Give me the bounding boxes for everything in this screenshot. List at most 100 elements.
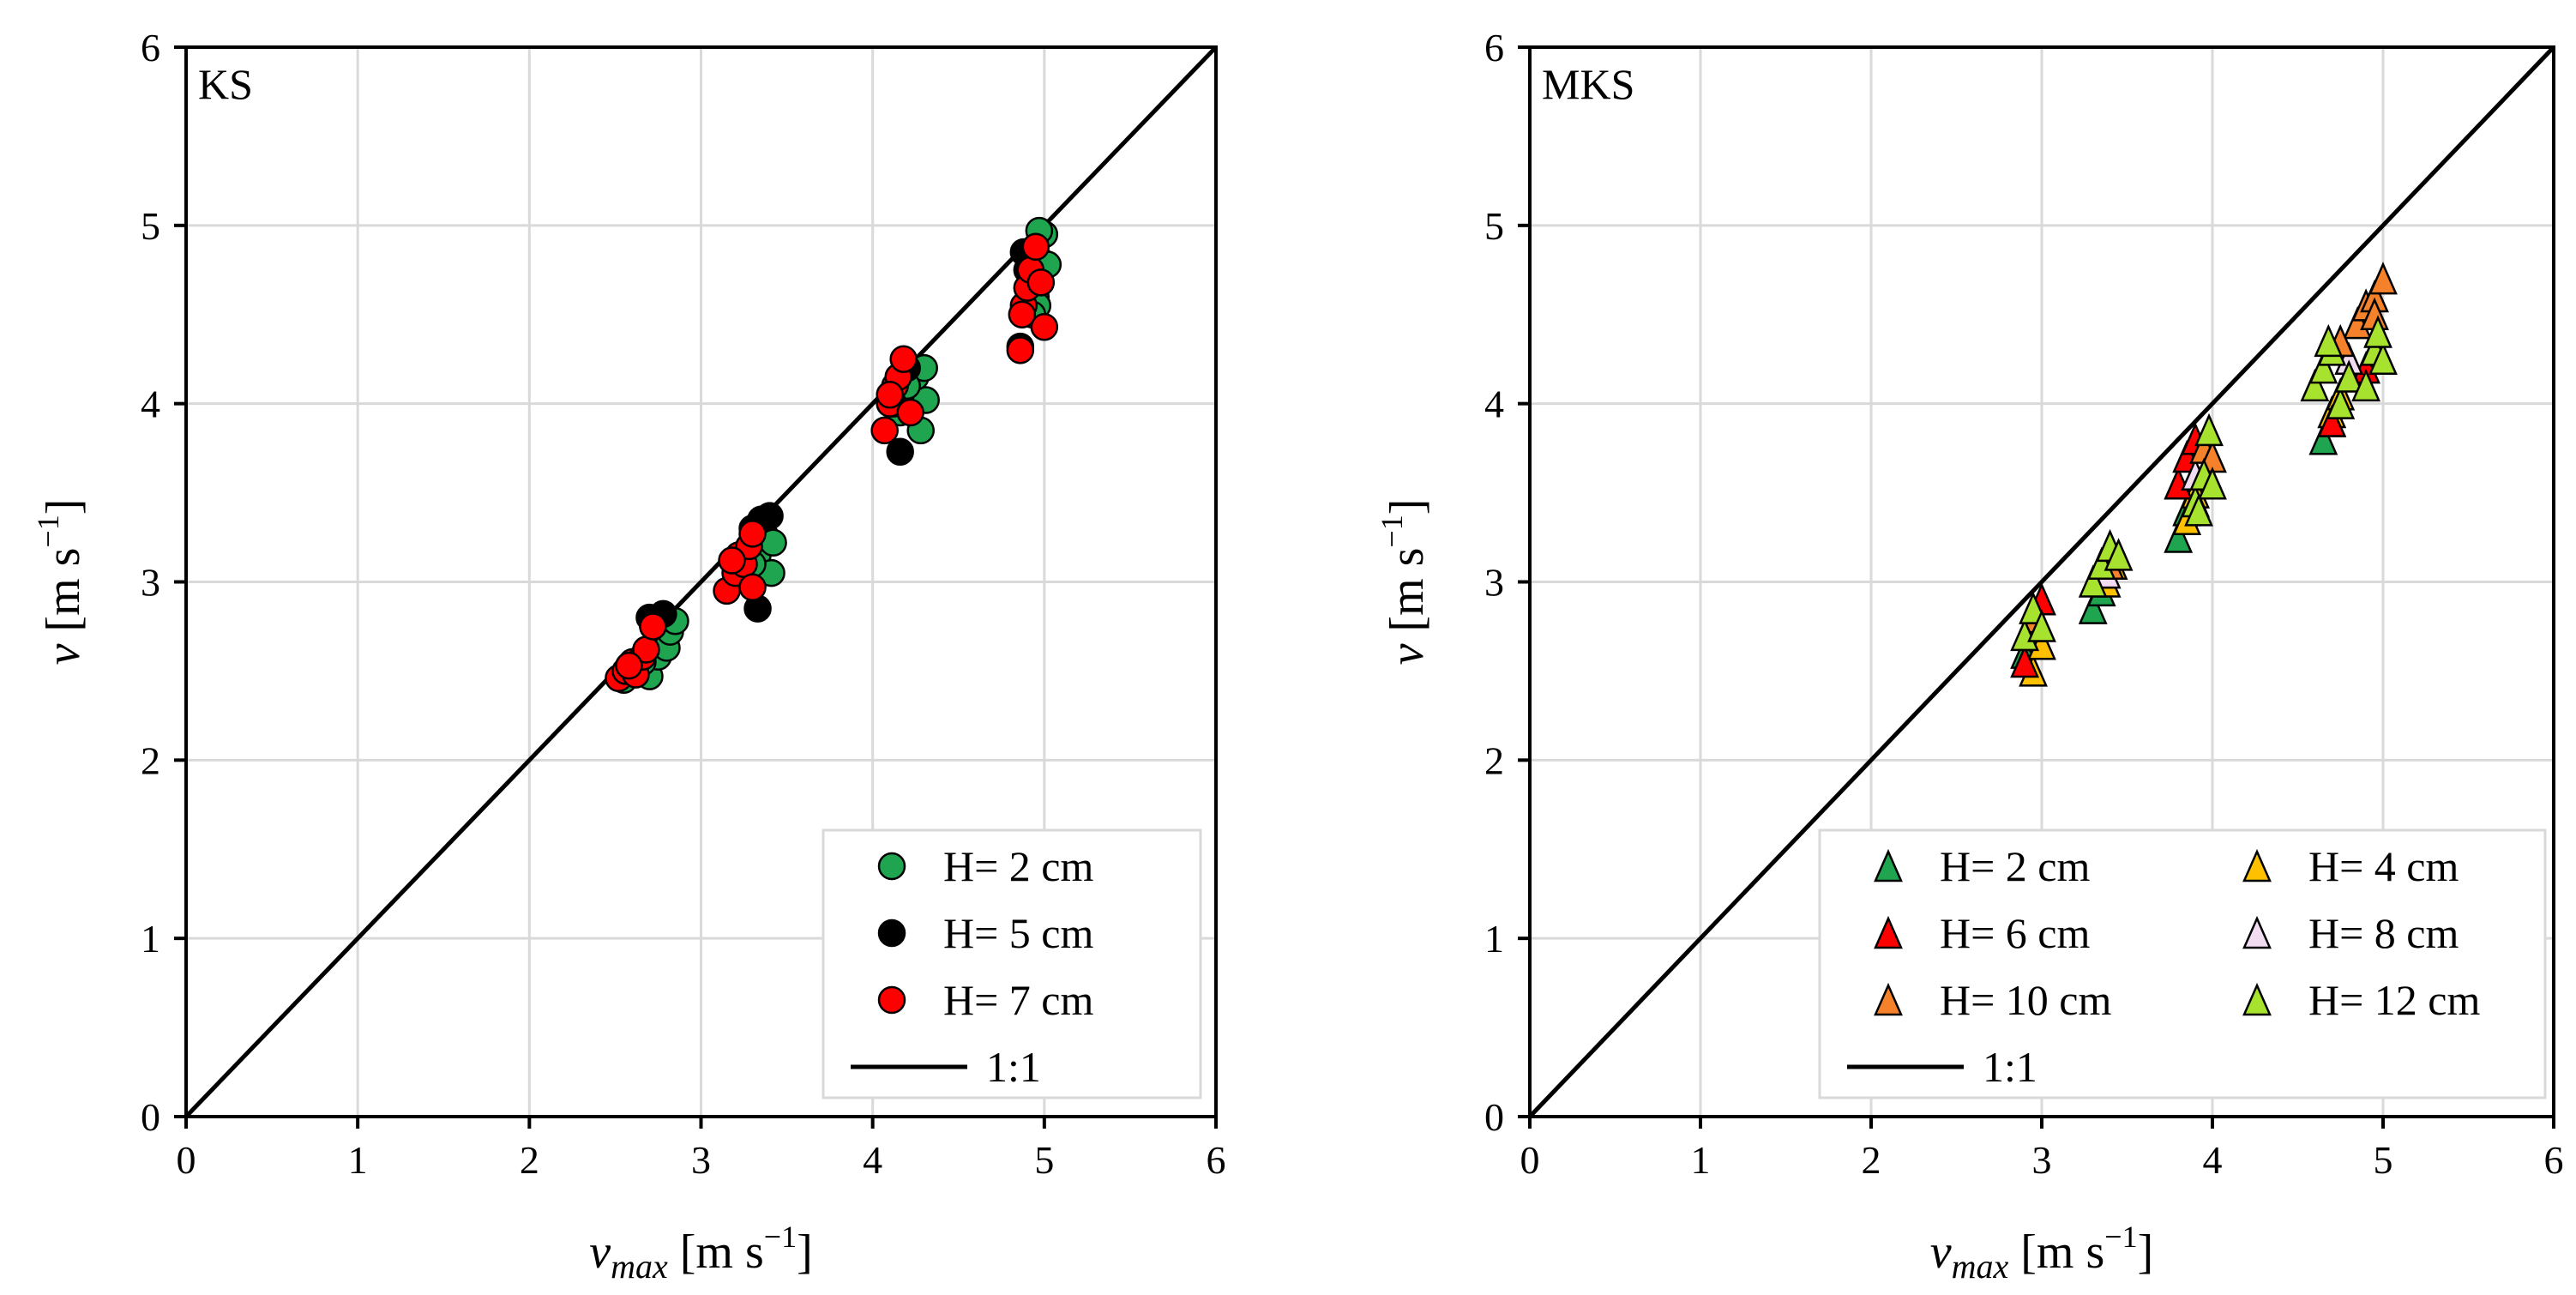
data-point bbox=[2334, 359, 2364, 393]
data-point bbox=[2317, 404, 2347, 437]
y-tick-label: 1 bbox=[141, 917, 160, 961]
x-tick-label: 3 bbox=[2032, 1138, 2052, 1182]
y-tick-label: 4 bbox=[141, 382, 160, 426]
data-point bbox=[2368, 341, 2398, 375]
x-tick-label: 2 bbox=[520, 1138, 539, 1182]
x-tick-label: 6 bbox=[1207, 1138, 1226, 1182]
x-tick-label: 2 bbox=[1862, 1138, 1881, 1182]
y-tick-label: 2 bbox=[141, 738, 160, 782]
legend-marker bbox=[877, 919, 906, 948]
legend-label: H= 7 cm bbox=[943, 976, 1093, 1024]
y-tick-label: 6 bbox=[1484, 26, 1504, 69]
legend-label: H= 4 cm bbox=[2308, 842, 2459, 890]
legend-label: H= 6 cm bbox=[1940, 909, 2090, 957]
x-tick-label: 0 bbox=[177, 1138, 196, 1182]
data-point bbox=[1030, 313, 1059, 341]
data-point bbox=[1021, 232, 1050, 262]
data-point bbox=[2078, 591, 2108, 624]
series-h-2-cm bbox=[2010, 404, 2347, 669]
data-point bbox=[2368, 262, 2398, 295]
legend-marker bbox=[2242, 915, 2272, 949]
data-point bbox=[2326, 386, 2356, 419]
x-tick-label: 4 bbox=[863, 1138, 882, 1182]
legend-marker bbox=[2242, 848, 2272, 882]
legend-box bbox=[1818, 828, 2547, 1099]
x-tick-label: 1 bbox=[1691, 1138, 1711, 1182]
y-tick-label: 4 bbox=[1484, 382, 1504, 426]
data-point bbox=[1008, 300, 1037, 328]
data-point bbox=[2078, 564, 2108, 598]
data-point bbox=[2300, 368, 2330, 402]
data-point bbox=[2363, 315, 2392, 348]
series-h-2-cm bbox=[610, 216, 1062, 695]
panel-label: KS bbox=[198, 60, 253, 108]
y-axis-title: v [m s−1] bbox=[31, 499, 90, 666]
legend-marker bbox=[1874, 915, 1903, 949]
legend-marker bbox=[1874, 982, 1903, 1016]
series-h-12-cm bbox=[2010, 315, 2398, 652]
data-point bbox=[2308, 422, 2338, 455]
series-h-10-cm bbox=[2019, 262, 2398, 634]
y-tick-label: 3 bbox=[141, 561, 160, 605]
legend: H= 2 cm H= 4 cm H= 6 cm H= 8 cm H= 10 cm H= 1… bbox=[1818, 828, 2547, 1099]
data-point bbox=[889, 345, 918, 373]
legend-label: H= 2 cm bbox=[943, 842, 1093, 890]
data-point bbox=[896, 398, 924, 427]
y-tick-label: 6 bbox=[141, 26, 160, 69]
legend-label: 1:1 bbox=[986, 1043, 1041, 1091]
x-tick-label: 5 bbox=[2374, 1138, 2393, 1182]
data-point bbox=[876, 381, 904, 409]
x-tick-label: 0 bbox=[1520, 1138, 1540, 1182]
x-tick-label: 4 bbox=[2203, 1138, 2223, 1182]
data-point bbox=[870, 416, 899, 445]
data-point bbox=[2027, 609, 2056, 642]
y-tick-label: 0 bbox=[141, 1095, 160, 1139]
legend-label: H= 5 cm bbox=[943, 909, 1093, 957]
data-point bbox=[1006, 336, 1035, 364]
y-tick-label: 3 bbox=[1484, 561, 1504, 605]
x-axis-title: vmax [m s−1] bbox=[589, 1220, 812, 1286]
data-point bbox=[718, 546, 746, 575]
y-tick-label: 1 bbox=[1484, 917, 1504, 961]
data-point bbox=[738, 573, 767, 601]
legend-marker bbox=[877, 985, 906, 1015]
data-point bbox=[2308, 351, 2338, 384]
legend-marker bbox=[2242, 982, 2272, 1016]
legend-label: H= 8 cm bbox=[2308, 909, 2459, 957]
series-h-4-cm bbox=[2019, 377, 2356, 687]
data-point bbox=[639, 612, 667, 641]
chart-panel-mks: 0 1 2 3 4 5 6 0 1 2 3 4 5 6 MKS vmax [m s−1] v [m s−1] H=… bbox=[1375, 26, 2564, 1286]
data-point bbox=[1026, 268, 1056, 297]
legend-label: 1:1 bbox=[1983, 1043, 2037, 1091]
x-tick-label: 3 bbox=[691, 1138, 711, 1182]
data-point bbox=[2010, 644, 2040, 678]
panel-label: MKS bbox=[1542, 60, 1634, 108]
y-tick-label: 2 bbox=[1484, 738, 1504, 782]
x-tick-label: 5 bbox=[1034, 1138, 1054, 1182]
y-tick-label: 5 bbox=[141, 204, 160, 248]
legend-label: H= 10 cm bbox=[1940, 976, 2111, 1024]
data-point bbox=[886, 437, 914, 467]
reference-line-1-1 bbox=[1528, 45, 2555, 1118]
y-tick-label: 5 bbox=[1484, 204, 1504, 248]
data-point bbox=[615, 651, 643, 680]
legend-marker bbox=[1874, 848, 1903, 882]
x-tick-label: 6 bbox=[2544, 1138, 2564, 1182]
data-point bbox=[2164, 520, 2194, 553]
y-axis-title: v [m s−1] bbox=[1375, 499, 1434, 666]
data-point bbox=[2194, 413, 2224, 447]
data-point bbox=[2184, 493, 2213, 527]
x-axis-title: vmax [m s−1] bbox=[1930, 1220, 2153, 1286]
data-point bbox=[738, 520, 767, 548]
data-point bbox=[2104, 538, 2134, 571]
x-tick-label: 1 bbox=[348, 1138, 368, 1182]
legend-marker bbox=[877, 852, 906, 881]
data-point bbox=[2198, 467, 2227, 500]
series-h-7-cm bbox=[605, 232, 1059, 692]
data-point bbox=[2351, 368, 2381, 402]
legend-label: H= 12 cm bbox=[2308, 976, 2480, 1024]
y-tick-label: 0 bbox=[1484, 1095, 1504, 1139]
data-point bbox=[2314, 323, 2344, 358]
legend-label: H= 2 cm bbox=[1940, 842, 2090, 890]
